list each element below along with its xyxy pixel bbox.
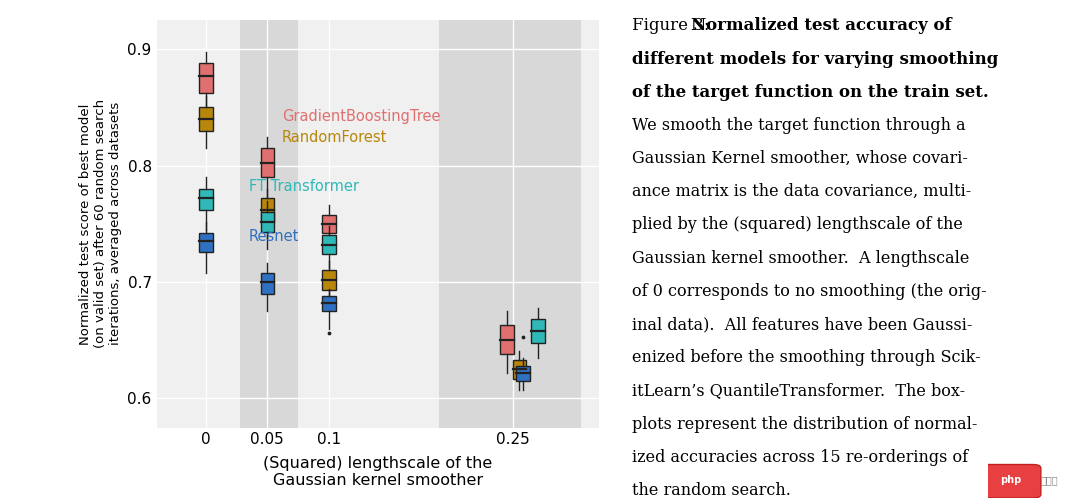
Text: Gaussian Kernel smoother, whose covari-: Gaussian Kernel smoother, whose covari- — [632, 150, 968, 167]
Text: ance matrix is the data covariance, multi-: ance matrix is the data covariance, mult… — [632, 183, 971, 200]
Bar — [260, 273, 274, 294]
Text: different models for varying smoothing: different models for varying smoothing — [632, 51, 998, 67]
Bar — [322, 296, 336, 311]
Text: php: php — [1000, 475, 1022, 485]
X-axis label: (Squared) lengthscale of the
Gaussian kernel smoother: (Squared) lengthscale of the Gaussian ke… — [264, 456, 492, 488]
Bar — [322, 214, 336, 233]
Text: Resnet: Resnet — [248, 229, 299, 244]
Bar — [260, 198, 274, 221]
Text: ized accuracies across 15 re-orderings of: ized accuracies across 15 re-orderings o… — [632, 449, 968, 466]
Text: the random search.: the random search. — [632, 482, 791, 499]
Text: of the target function on the train set.: of the target function on the train set. — [632, 83, 988, 101]
Bar — [199, 108, 213, 131]
FancyBboxPatch shape — [981, 465, 1041, 498]
Text: Normalized test accuracy of: Normalized test accuracy of — [691, 18, 951, 34]
Text: itLearn’s QuantileTransformer.  The box-: itLearn’s QuantileTransformer. The box- — [632, 382, 964, 399]
Bar — [260, 148, 274, 177]
Text: RandomForest: RandomForest — [282, 130, 388, 145]
Bar — [513, 360, 526, 379]
Bar — [199, 233, 213, 252]
Text: enized before the smoothing through Scik-: enized before the smoothing through Scik… — [632, 349, 981, 366]
Text: Figure 3:: Figure 3: — [632, 18, 719, 34]
Text: plots represent the distribution of normal-: plots represent the distribution of norm… — [632, 415, 977, 433]
Text: We smooth the target function through a: We smooth the target function through a — [632, 117, 966, 134]
Y-axis label: Normalized test score of best model
(on valid set) after 60 random search
iterat: Normalized test score of best model (on … — [79, 99, 122, 349]
Text: plied by the (squared) lengthscale of the: plied by the (squared) lengthscale of th… — [632, 216, 962, 233]
Bar — [199, 63, 213, 94]
Text: FT Transformer: FT Transformer — [248, 179, 359, 194]
Bar — [240, 20, 298, 428]
Bar — [500, 325, 514, 354]
Bar — [260, 212, 274, 232]
Text: of 0 corresponds to no smoothing (the orig-: of 0 corresponds to no smoothing (the or… — [632, 283, 986, 300]
Text: GradientBoostingTree: GradientBoostingTree — [282, 109, 441, 124]
Text: Gaussian kernel smoother.  A lengthscale: Gaussian kernel smoother. A lengthscale — [632, 249, 969, 267]
Bar — [440, 20, 581, 428]
Text: 中文网: 中文网 — [1040, 475, 1057, 485]
Bar — [516, 366, 530, 381]
Bar — [322, 271, 336, 290]
Bar — [322, 235, 336, 254]
Bar — [199, 189, 213, 210]
Bar — [531, 319, 544, 343]
Text: inal data).  All features have been Gaussi-: inal data). All features have been Gauss… — [632, 316, 972, 333]
